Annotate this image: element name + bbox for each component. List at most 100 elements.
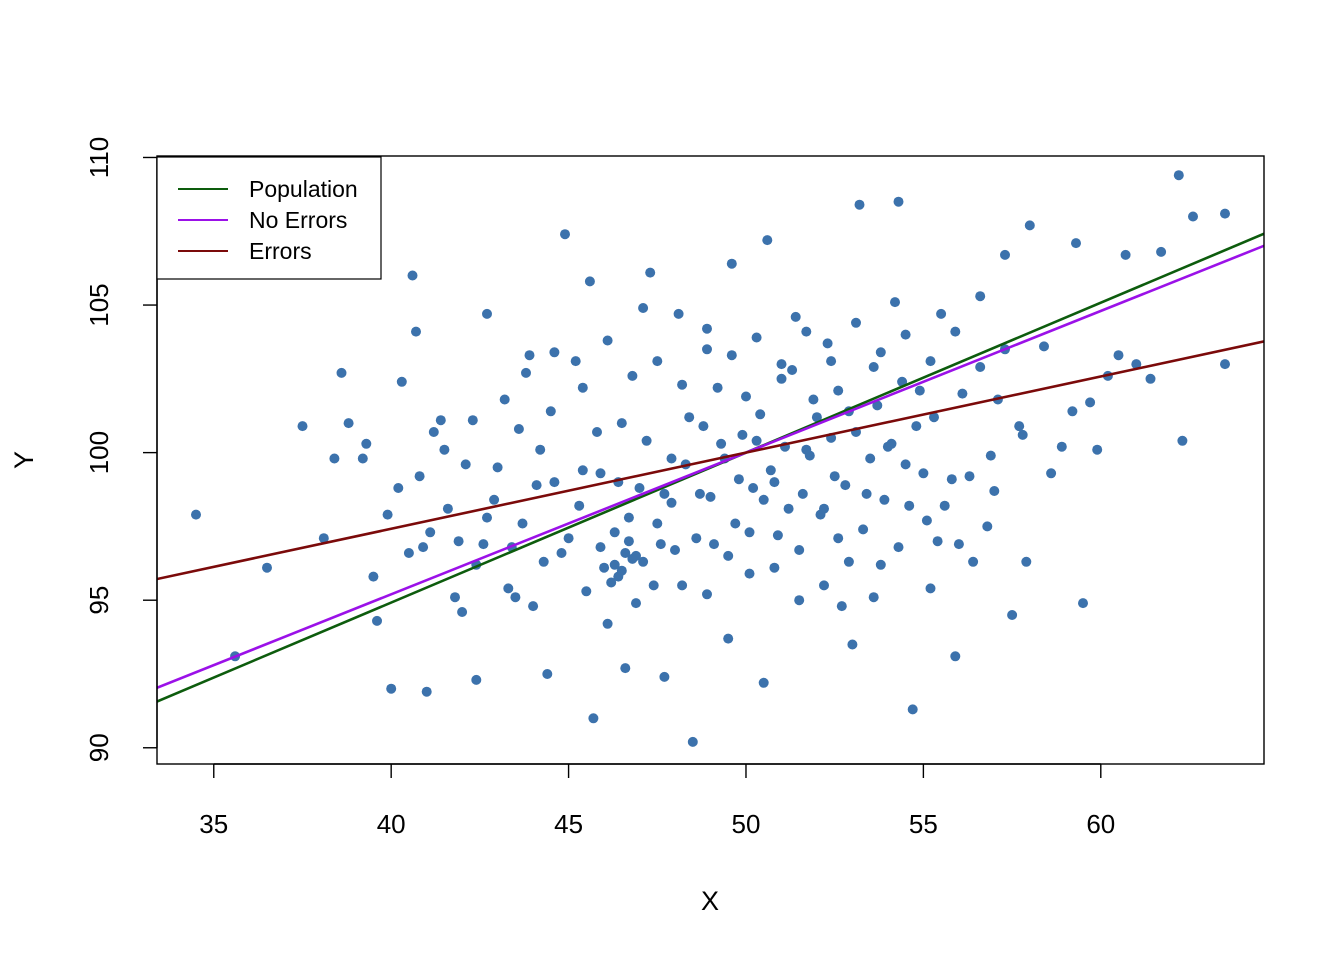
data-point (655, 539, 666, 550)
data-point (499, 394, 510, 405)
data-point (528, 601, 539, 612)
data-point (595, 468, 606, 479)
data-point (634, 483, 645, 493)
data-point (1024, 220, 1035, 231)
data-point (1046, 468, 1057, 479)
data-point (602, 618, 613, 629)
data-point (666, 453, 677, 464)
data-point (836, 601, 847, 612)
legend-box (156, 156, 382, 280)
data-point (985, 450, 996, 461)
data-point (620, 663, 631, 674)
data-point (368, 571, 379, 582)
x-tick-label: 45 (554, 809, 583, 839)
data-point (868, 362, 879, 372)
legend-label: Errors (249, 238, 312, 264)
y-tick-label: 95 (84, 586, 114, 615)
data-point (769, 562, 780, 573)
x-tick-label: 50 (732, 809, 761, 839)
data-point (613, 571, 624, 582)
line-no-errors (157, 244, 1264, 690)
data-point (868, 592, 879, 603)
data-point (428, 427, 439, 437)
data-point (574, 500, 585, 511)
data-point (875, 559, 886, 570)
data-point (411, 326, 421, 337)
data-point (638, 303, 649, 313)
data-point (702, 323, 712, 334)
data-point (1017, 429, 1028, 440)
data-point (577, 465, 588, 476)
data-point (854, 199, 865, 210)
data-point (652, 518, 663, 529)
data-point (517, 518, 528, 529)
y-axis-title: Y (9, 451, 39, 469)
data-point (847, 639, 858, 650)
data-point (1078, 598, 1088, 609)
data-point (730, 518, 741, 529)
x-tick-label: 55 (909, 809, 938, 839)
data-point (478, 539, 489, 550)
data-point (790, 311, 801, 322)
data-point (262, 562, 272, 573)
data-point (702, 344, 712, 355)
data-point (1188, 211, 1198, 222)
data-point (858, 524, 869, 535)
data-point (570, 356, 581, 367)
data-point (1220, 208, 1230, 219)
data-point (900, 459, 911, 470)
data-point (453, 536, 464, 547)
data-point (936, 308, 947, 319)
data-point (925, 356, 936, 367)
data-point (414, 471, 425, 482)
x-tick-label: 40 (377, 809, 406, 839)
data-point (765, 465, 776, 476)
data-point (1000, 249, 1010, 260)
data-point (673, 308, 684, 319)
data-point (819, 503, 829, 514)
data-point (542, 669, 553, 679)
data-point (907, 704, 918, 715)
data-point (911, 421, 922, 432)
data-point (946, 474, 957, 485)
data-point (975, 291, 986, 302)
y-axis: 90 95 100 105 110 (84, 137, 158, 762)
data-point (975, 362, 986, 372)
data-point (1173, 170, 1184, 181)
data-point (648, 580, 659, 591)
data-point (549, 477, 560, 488)
data-point (556, 548, 567, 558)
data-point (801, 326, 812, 337)
regression-lines (157, 232, 1264, 703)
data-point (595, 542, 606, 553)
data-point (577, 382, 588, 393)
data-point (687, 736, 698, 747)
y-tick-label: 90 (84, 733, 114, 762)
data-point (1113, 350, 1124, 361)
data-point (503, 583, 514, 594)
data-point (797, 488, 808, 499)
data-point (492, 462, 503, 473)
data-point (418, 542, 429, 553)
data-point (1092, 444, 1103, 455)
data-point (737, 429, 748, 440)
data-point (623, 512, 634, 523)
data-point (336, 367, 347, 378)
legend: Population No Errors Errors (156, 156, 382, 280)
data-point (772, 530, 783, 541)
data-point (723, 633, 734, 644)
data-point (584, 276, 595, 287)
data-point (694, 488, 705, 499)
data-point (592, 427, 602, 437)
data-point (439, 444, 450, 455)
data-point (904, 500, 915, 511)
data-point (918, 468, 929, 479)
data-point (875, 347, 886, 358)
data-point (407, 270, 418, 281)
data-point (677, 580, 688, 591)
data-point (900, 329, 911, 340)
data-point (893, 542, 904, 553)
data-point (758, 677, 769, 688)
data-point (609, 527, 620, 538)
data-point (396, 376, 407, 387)
